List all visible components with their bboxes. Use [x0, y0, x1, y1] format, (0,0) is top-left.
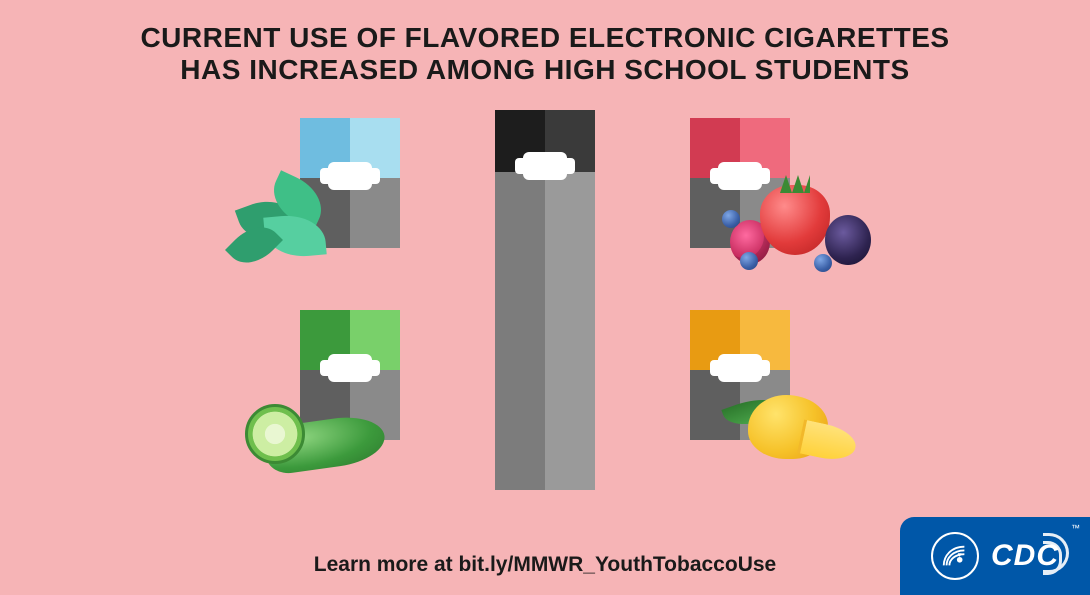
hhs-seal-icon: [931, 532, 979, 580]
headline-line-1: CURRENT USE OF FLAVORED ELECTRONIC CIGAR…: [140, 22, 949, 53]
cdc-logo-badge: ™ CDC: [900, 517, 1090, 595]
ecig-device: [495, 110, 595, 490]
berries-icon: [730, 180, 900, 280]
learn-more-link: bit.ly/MMWR_YouthTobaccoUse: [458, 553, 776, 576]
mango-icon: [730, 385, 890, 485]
cucumber-icon: [245, 400, 395, 490]
trademark: ™: [1071, 523, 1080, 533]
headline: CURRENT USE OF FLAVORED ELECTRONIC CIGAR…: [0, 0, 1090, 86]
illustration-stage: [0, 110, 1090, 510]
cdc-wordmark: CDC: [991, 539, 1059, 573]
mint-leaves-icon: [230, 180, 350, 270]
learn-more-prefix: Learn more at: [314, 553, 459, 576]
headline-line-2: HAS INCREASED AMONG HIGH SCHOOL STUDENTS: [180, 54, 909, 85]
